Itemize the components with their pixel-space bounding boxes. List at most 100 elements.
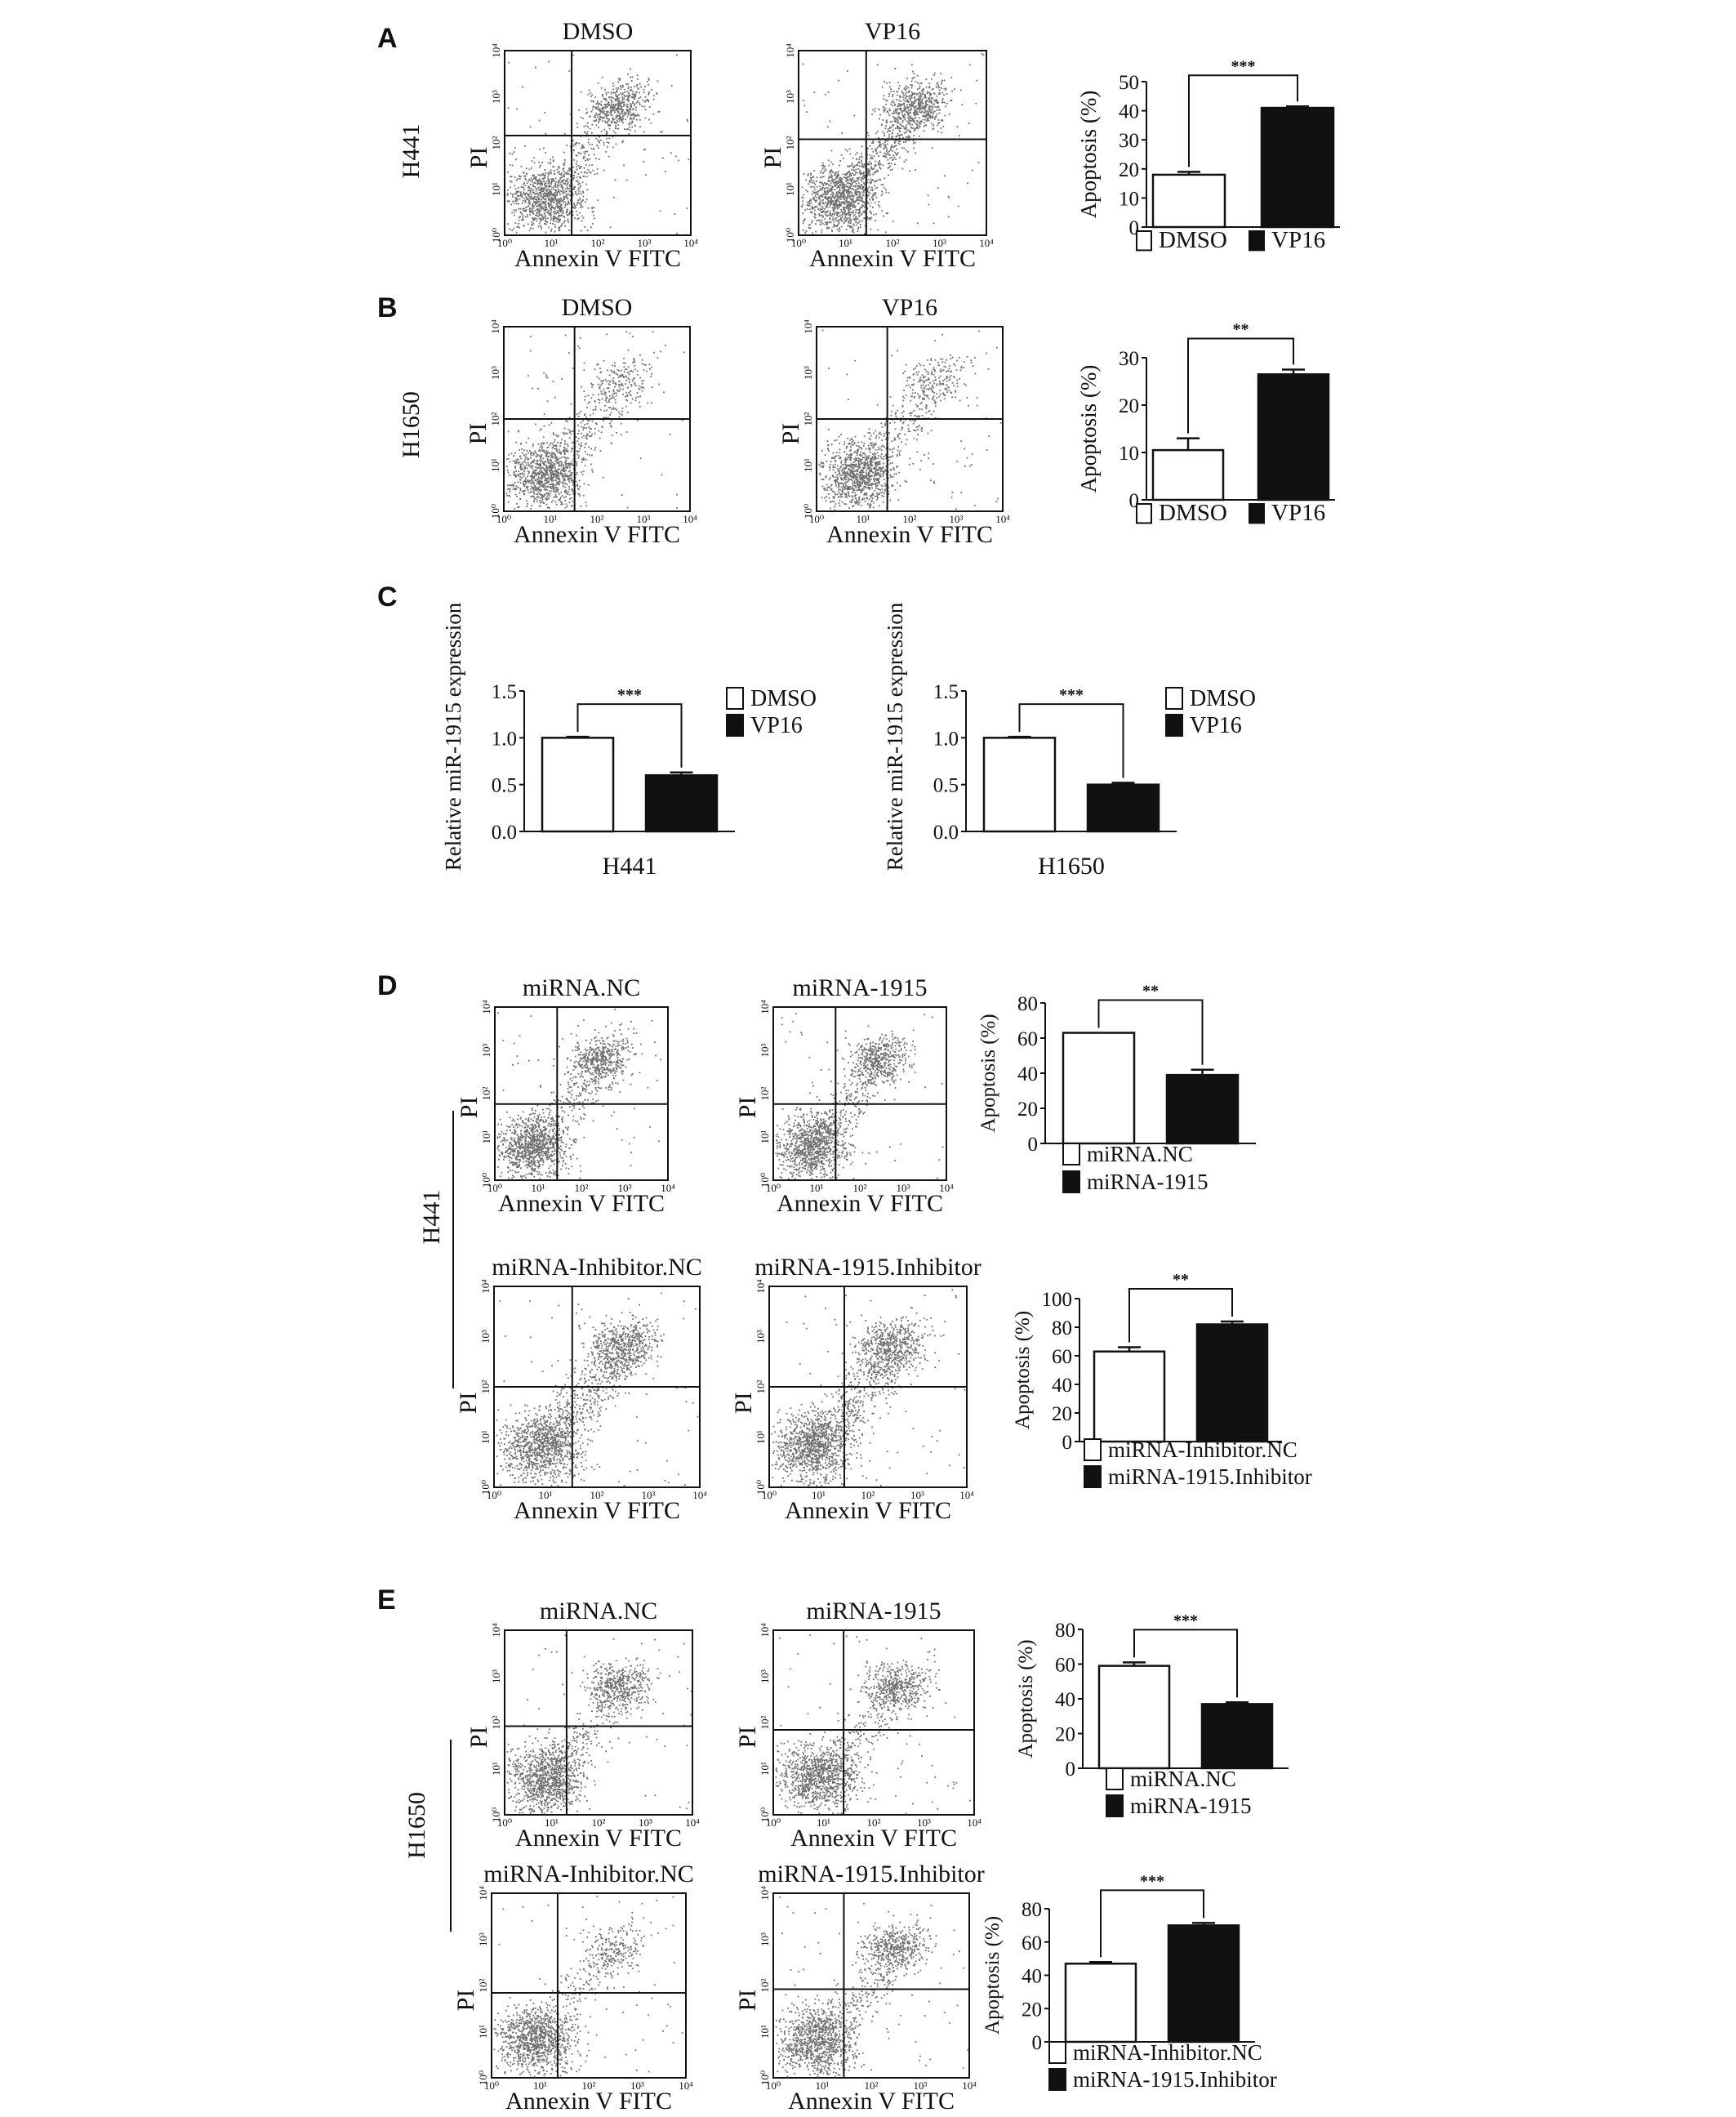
x-tick-label: 10²	[853, 1182, 867, 1194]
significance-label: ***	[1231, 57, 1256, 75]
y-tick-label: 10⁴	[480, 1000, 492, 1014]
legend-item: DMSO	[1137, 500, 1227, 526]
y-tick-label: 10³	[479, 1330, 492, 1344]
y-axis-label: Relative miR-1915 expression	[441, 602, 465, 871]
significance-label: ***	[1140, 1872, 1164, 1890]
x-tick-label: 10¹	[532, 1182, 545, 1194]
panel-label-a: A	[377, 23, 398, 54]
legend-item: VP16	[1249, 500, 1325, 526]
y-tick-label: 10²	[754, 1379, 767, 1393]
y-tick-label: 10¹	[754, 1430, 767, 1444]
x-tick-label: 10⁴	[959, 1489, 974, 1501]
x-tick-label: 10²	[590, 1489, 604, 1501]
y-tick-label: 20	[1052, 1403, 1072, 1425]
y-axis-title: PI	[730, 1392, 757, 1414]
y-axis-label: Apoptosis (%)	[1015, 1639, 1037, 1758]
legend-label: miRNA-1915	[1087, 1170, 1209, 1194]
legend-label: miRNA-1915	[1130, 1794, 1252, 1818]
y-tick-label: 30	[1119, 130, 1139, 152]
x-tick-label: 10³	[637, 513, 651, 525]
bar-treated	[1088, 785, 1159, 831]
legend-swatch	[1249, 504, 1264, 523]
x-tick-label: 10¹	[812, 1489, 826, 1501]
y-axis-title: PI	[734, 1727, 761, 1749]
legend-label: miRNA-1915.Inhibitor	[1108, 1464, 1312, 1489]
x-tick-label: 10²	[867, 1816, 881, 1829]
scatter-dots	[776, 1896, 969, 2077]
y-tick-label: 10³	[489, 366, 501, 380]
y-tick-label: 10	[1119, 443, 1139, 465]
y-tick-label: 10⁰	[490, 1807, 502, 1822]
y-tick-label: 10¹	[490, 182, 502, 196]
x-tick-label: 10²	[590, 513, 604, 525]
scatter-dots	[819, 330, 1002, 511]
legend-swatch	[1063, 1171, 1079, 1192]
x-tick-label: 10⁴	[661, 1182, 675, 1194]
y-tick-label: 20	[1119, 159, 1139, 181]
bar-control	[984, 738, 1055, 831]
x-tick-label: 10²	[582, 2079, 596, 2092]
y-tick-label: 0.0	[933, 822, 959, 844]
y-tick-label: 40	[1017, 1063, 1038, 1085]
y-tick-label: 10⁰	[490, 228, 502, 243]
y-axis-title: PI	[465, 1727, 492, 1749]
legend-swatch	[727, 688, 743, 709]
x-tick-label: 10⁴	[967, 1816, 982, 1829]
y-axis-label: Apoptosis (%)	[1076, 365, 1101, 493]
y-tick-label: 10⁴	[802, 319, 814, 334]
x-tick-label: 10³	[917, 1816, 931, 1829]
x-tick-label: 10³	[638, 237, 652, 249]
legend-swatch	[1137, 231, 1151, 250]
legend-swatch	[1084, 1466, 1101, 1487]
bar-treated	[1197, 1325, 1267, 1442]
legend-item: miRNA.NC	[1106, 1767, 1236, 1791]
y-tick-label: 10⁰	[489, 504, 501, 519]
scatter-dots	[776, 1634, 972, 1814]
y-axis-title: PI	[734, 1990, 761, 2012]
flow-plot-title: miRNA.NC	[540, 1598, 657, 1625]
y-tick-label: 0.5	[492, 775, 517, 797]
scatter-dots	[496, 1293, 699, 1487]
y-tick-label: 1.5	[933, 681, 959, 703]
flow-plot-title: DMSO	[563, 18, 634, 45]
x-tick-label: 10⁴	[979, 237, 994, 249]
y-tick-label: 80	[1052, 1317, 1072, 1339]
y-tick-label: 20	[1055, 1724, 1075, 1746]
y-tick-label: 20	[1022, 1999, 1042, 2021]
y-tick-label: 10³	[754, 1330, 767, 1344]
y-tick-label: 10²	[784, 136, 796, 149]
bar-control	[1153, 175, 1225, 227]
y-tick-label: 10⁴	[477, 1886, 489, 1901]
legend-item: VP16	[1166, 713, 1242, 738]
x-tick-label: 10¹	[533, 2079, 547, 2092]
y-tick-label: 40	[1022, 1966, 1042, 1988]
y-tick-label: 10³	[480, 1043, 492, 1057]
bar-treated	[1262, 108, 1333, 227]
y-tick-label: 10²	[480, 1086, 492, 1100]
legend-label: DMSO	[1159, 227, 1227, 253]
legend-label: miRNA-1915.Inhibitor	[1073, 2067, 1277, 2092]
y-tick-label: 10²	[759, 1978, 771, 1992]
scatter-dots	[801, 53, 985, 234]
legend-label: DMSO	[750, 686, 817, 711]
legend-item: miRNA.NC	[1063, 1142, 1193, 1166]
y-tick-label: 0	[1028, 1134, 1039, 1156]
x-tick-label: 10⁴	[939, 1182, 954, 1194]
bar-treated	[646, 775, 717, 831]
panel-label-b: B	[377, 292, 398, 323]
x-tick-label: 10¹	[545, 237, 559, 249]
y-tick-label: 10⁰	[759, 1173, 771, 1188]
scatter-dots	[771, 1289, 965, 1486]
legend-swatch	[1049, 2042, 1066, 2063]
plot-frame	[505, 1630, 692, 1815]
y-tick-label: 0.5	[933, 775, 959, 797]
y-tick-label: 10⁴	[490, 43, 502, 58]
x-tick-label: 10⁴	[962, 2079, 977, 2092]
